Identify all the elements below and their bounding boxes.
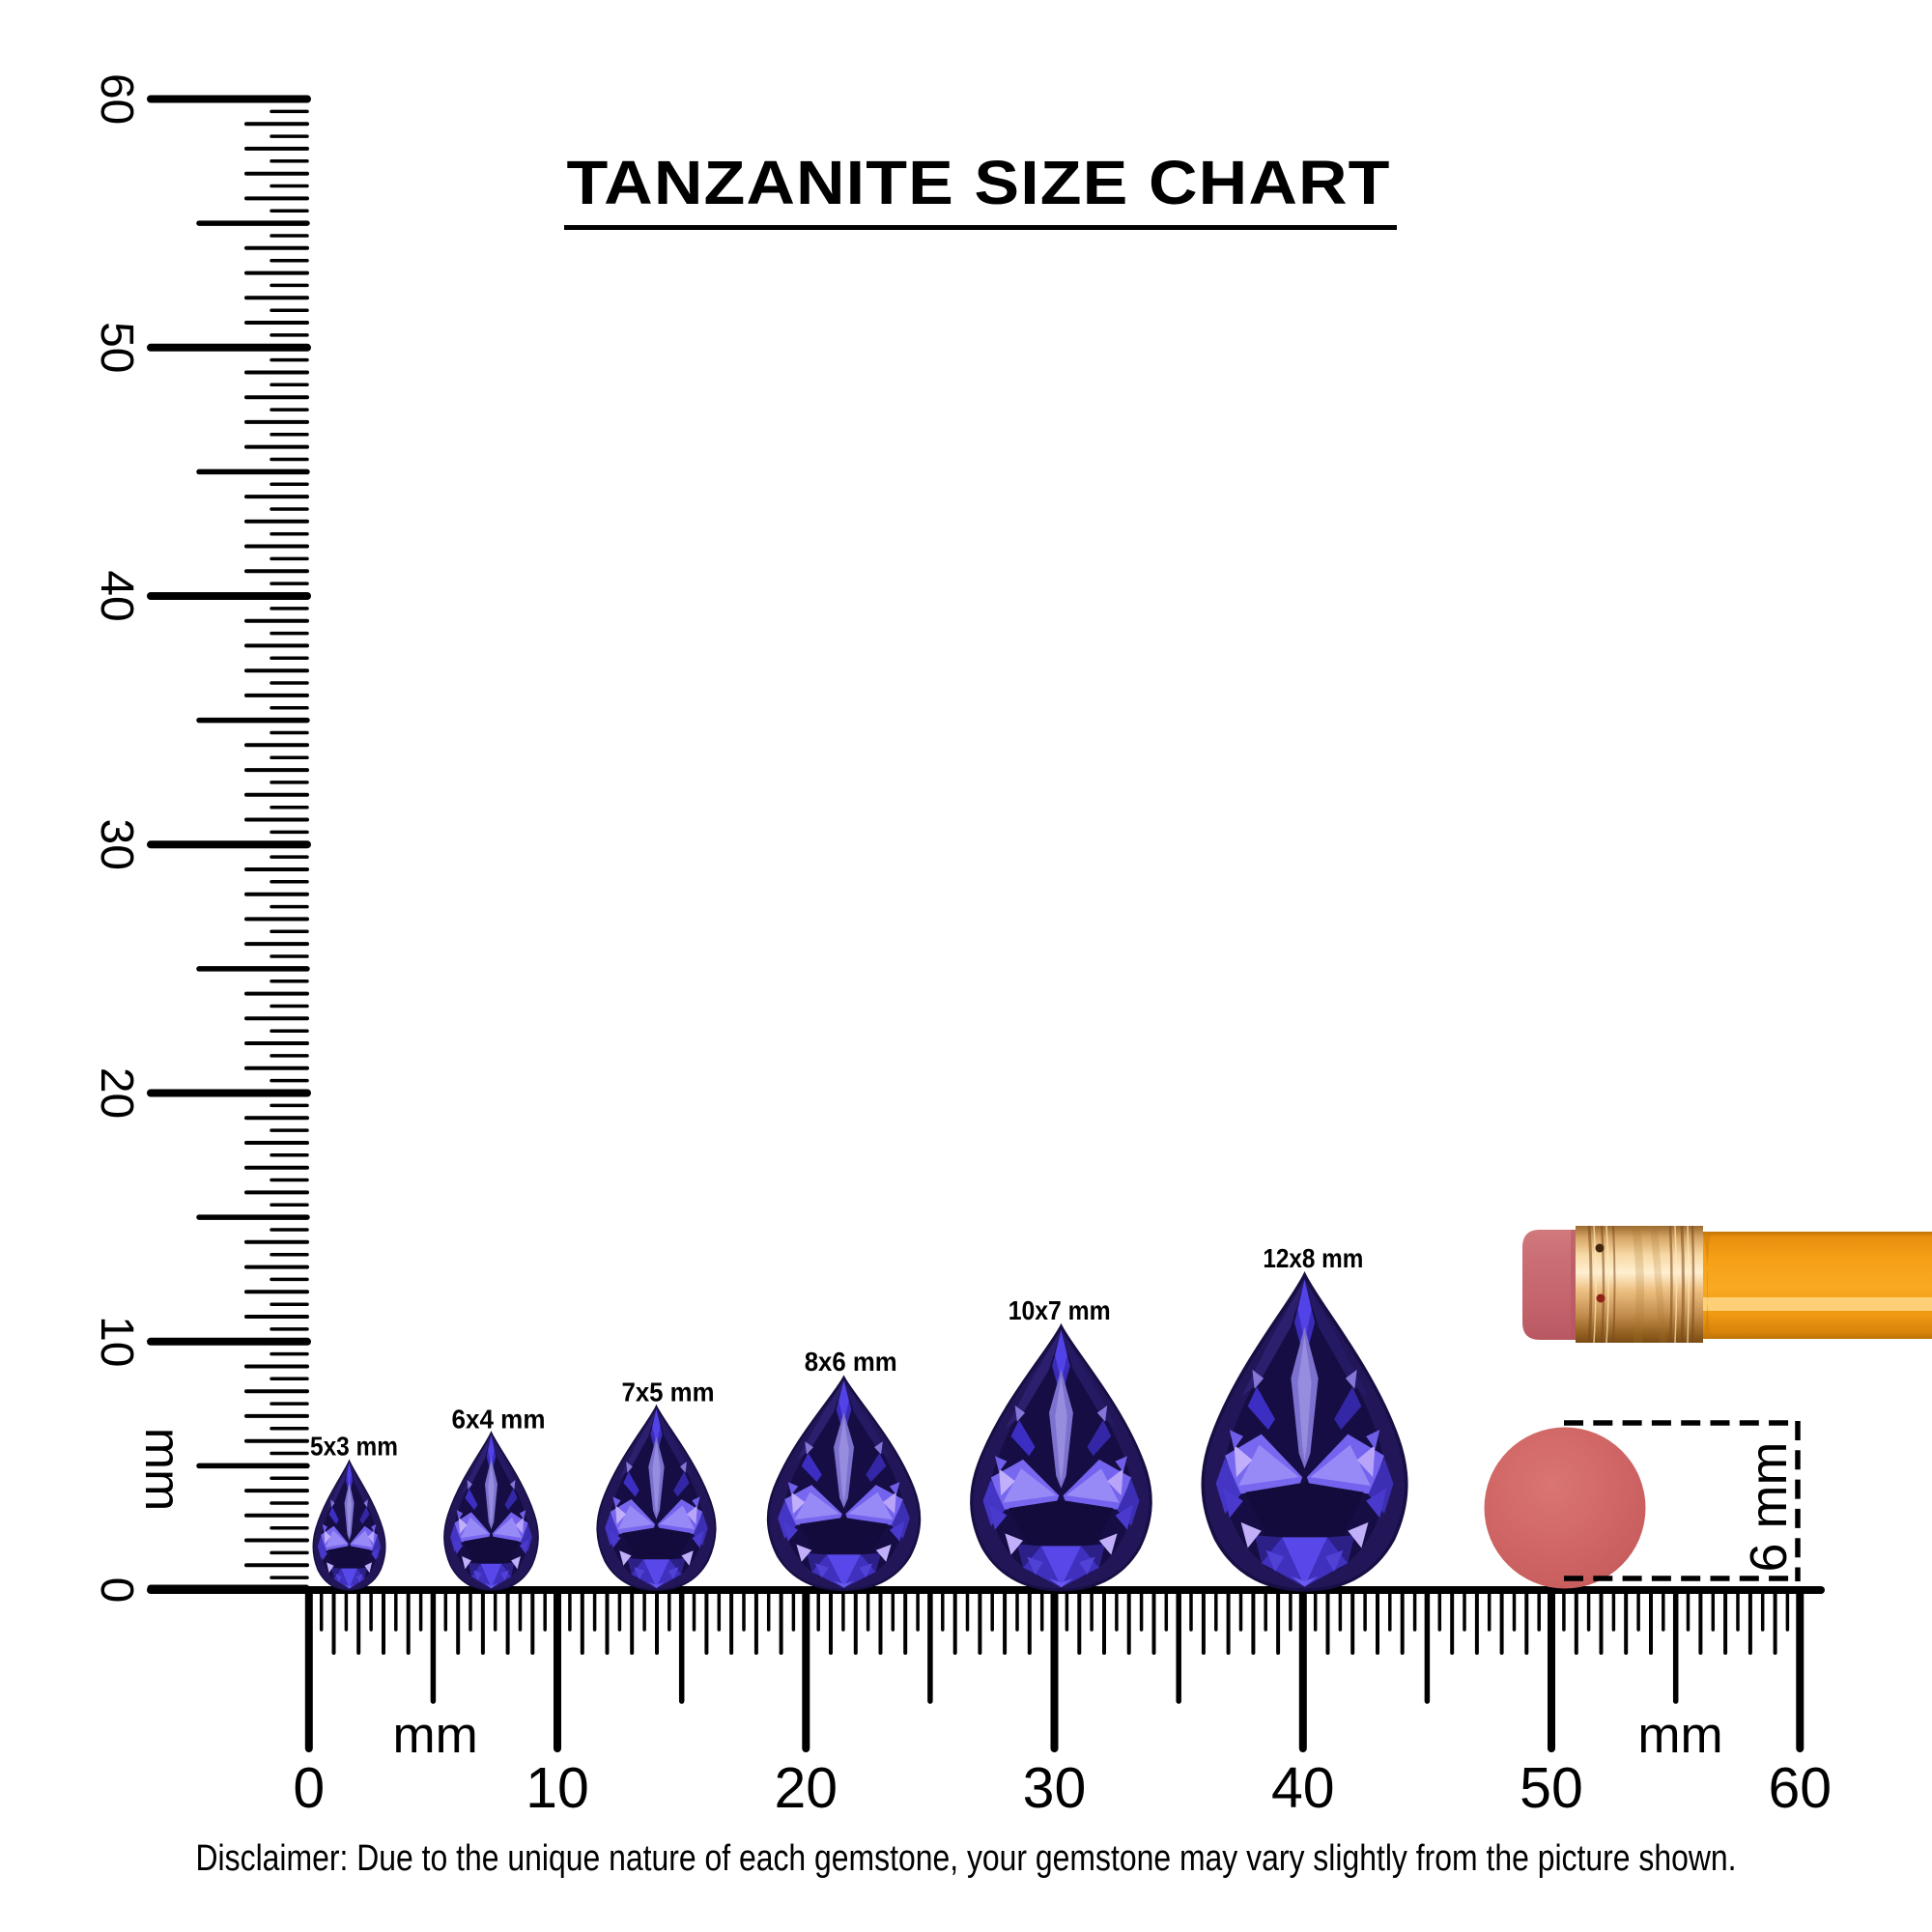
svg-text:10: 10 [91, 1316, 142, 1367]
svg-text:30: 30 [1023, 1756, 1087, 1820]
svg-text:60: 60 [1768, 1756, 1832, 1820]
svg-text:0: 0 [91, 1577, 142, 1604]
svg-text:TANZANITE SIZE CHART: TANZANITE SIZE CHART [567, 148, 1391, 217]
svg-text:30: 30 [91, 819, 142, 870]
svg-text:0: 0 [293, 1756, 325, 1820]
svg-text:5x3 mm: 5x3 mm [310, 1432, 398, 1462]
svg-text:60: 60 [91, 73, 142, 125]
svg-text:mm: mm [1637, 1707, 1722, 1764]
svg-text:mm: mm [393, 1707, 478, 1764]
svg-text:6 mm: 6 mm [1740, 1442, 1798, 1573]
svg-text:20: 20 [91, 1067, 142, 1119]
svg-text:10x7 mm: 10x7 mm [1009, 1295, 1111, 1325]
svg-text:10: 10 [526, 1756, 589, 1820]
svg-text:7x5 mm: 7x5 mm [622, 1378, 715, 1407]
svg-text:mm: mm [134, 1428, 190, 1512]
svg-text:6x4 mm: 6x4 mm [452, 1405, 546, 1435]
svg-text:20: 20 [774, 1756, 838, 1820]
svg-text:50: 50 [91, 322, 142, 373]
svg-text:12x8 mm: 12x8 mm [1263, 1243, 1363, 1273]
svg-text:50: 50 [1520, 1756, 1583, 1820]
svg-text:40: 40 [91, 570, 142, 621]
svg-text:8x6 mm: 8x6 mm [805, 1347, 897, 1377]
svg-text:Disclaimer: Due to the unique: Disclaimer: Due to the unique nature of … [196, 1838, 1737, 1879]
svg-text:40: 40 [1271, 1756, 1335, 1820]
